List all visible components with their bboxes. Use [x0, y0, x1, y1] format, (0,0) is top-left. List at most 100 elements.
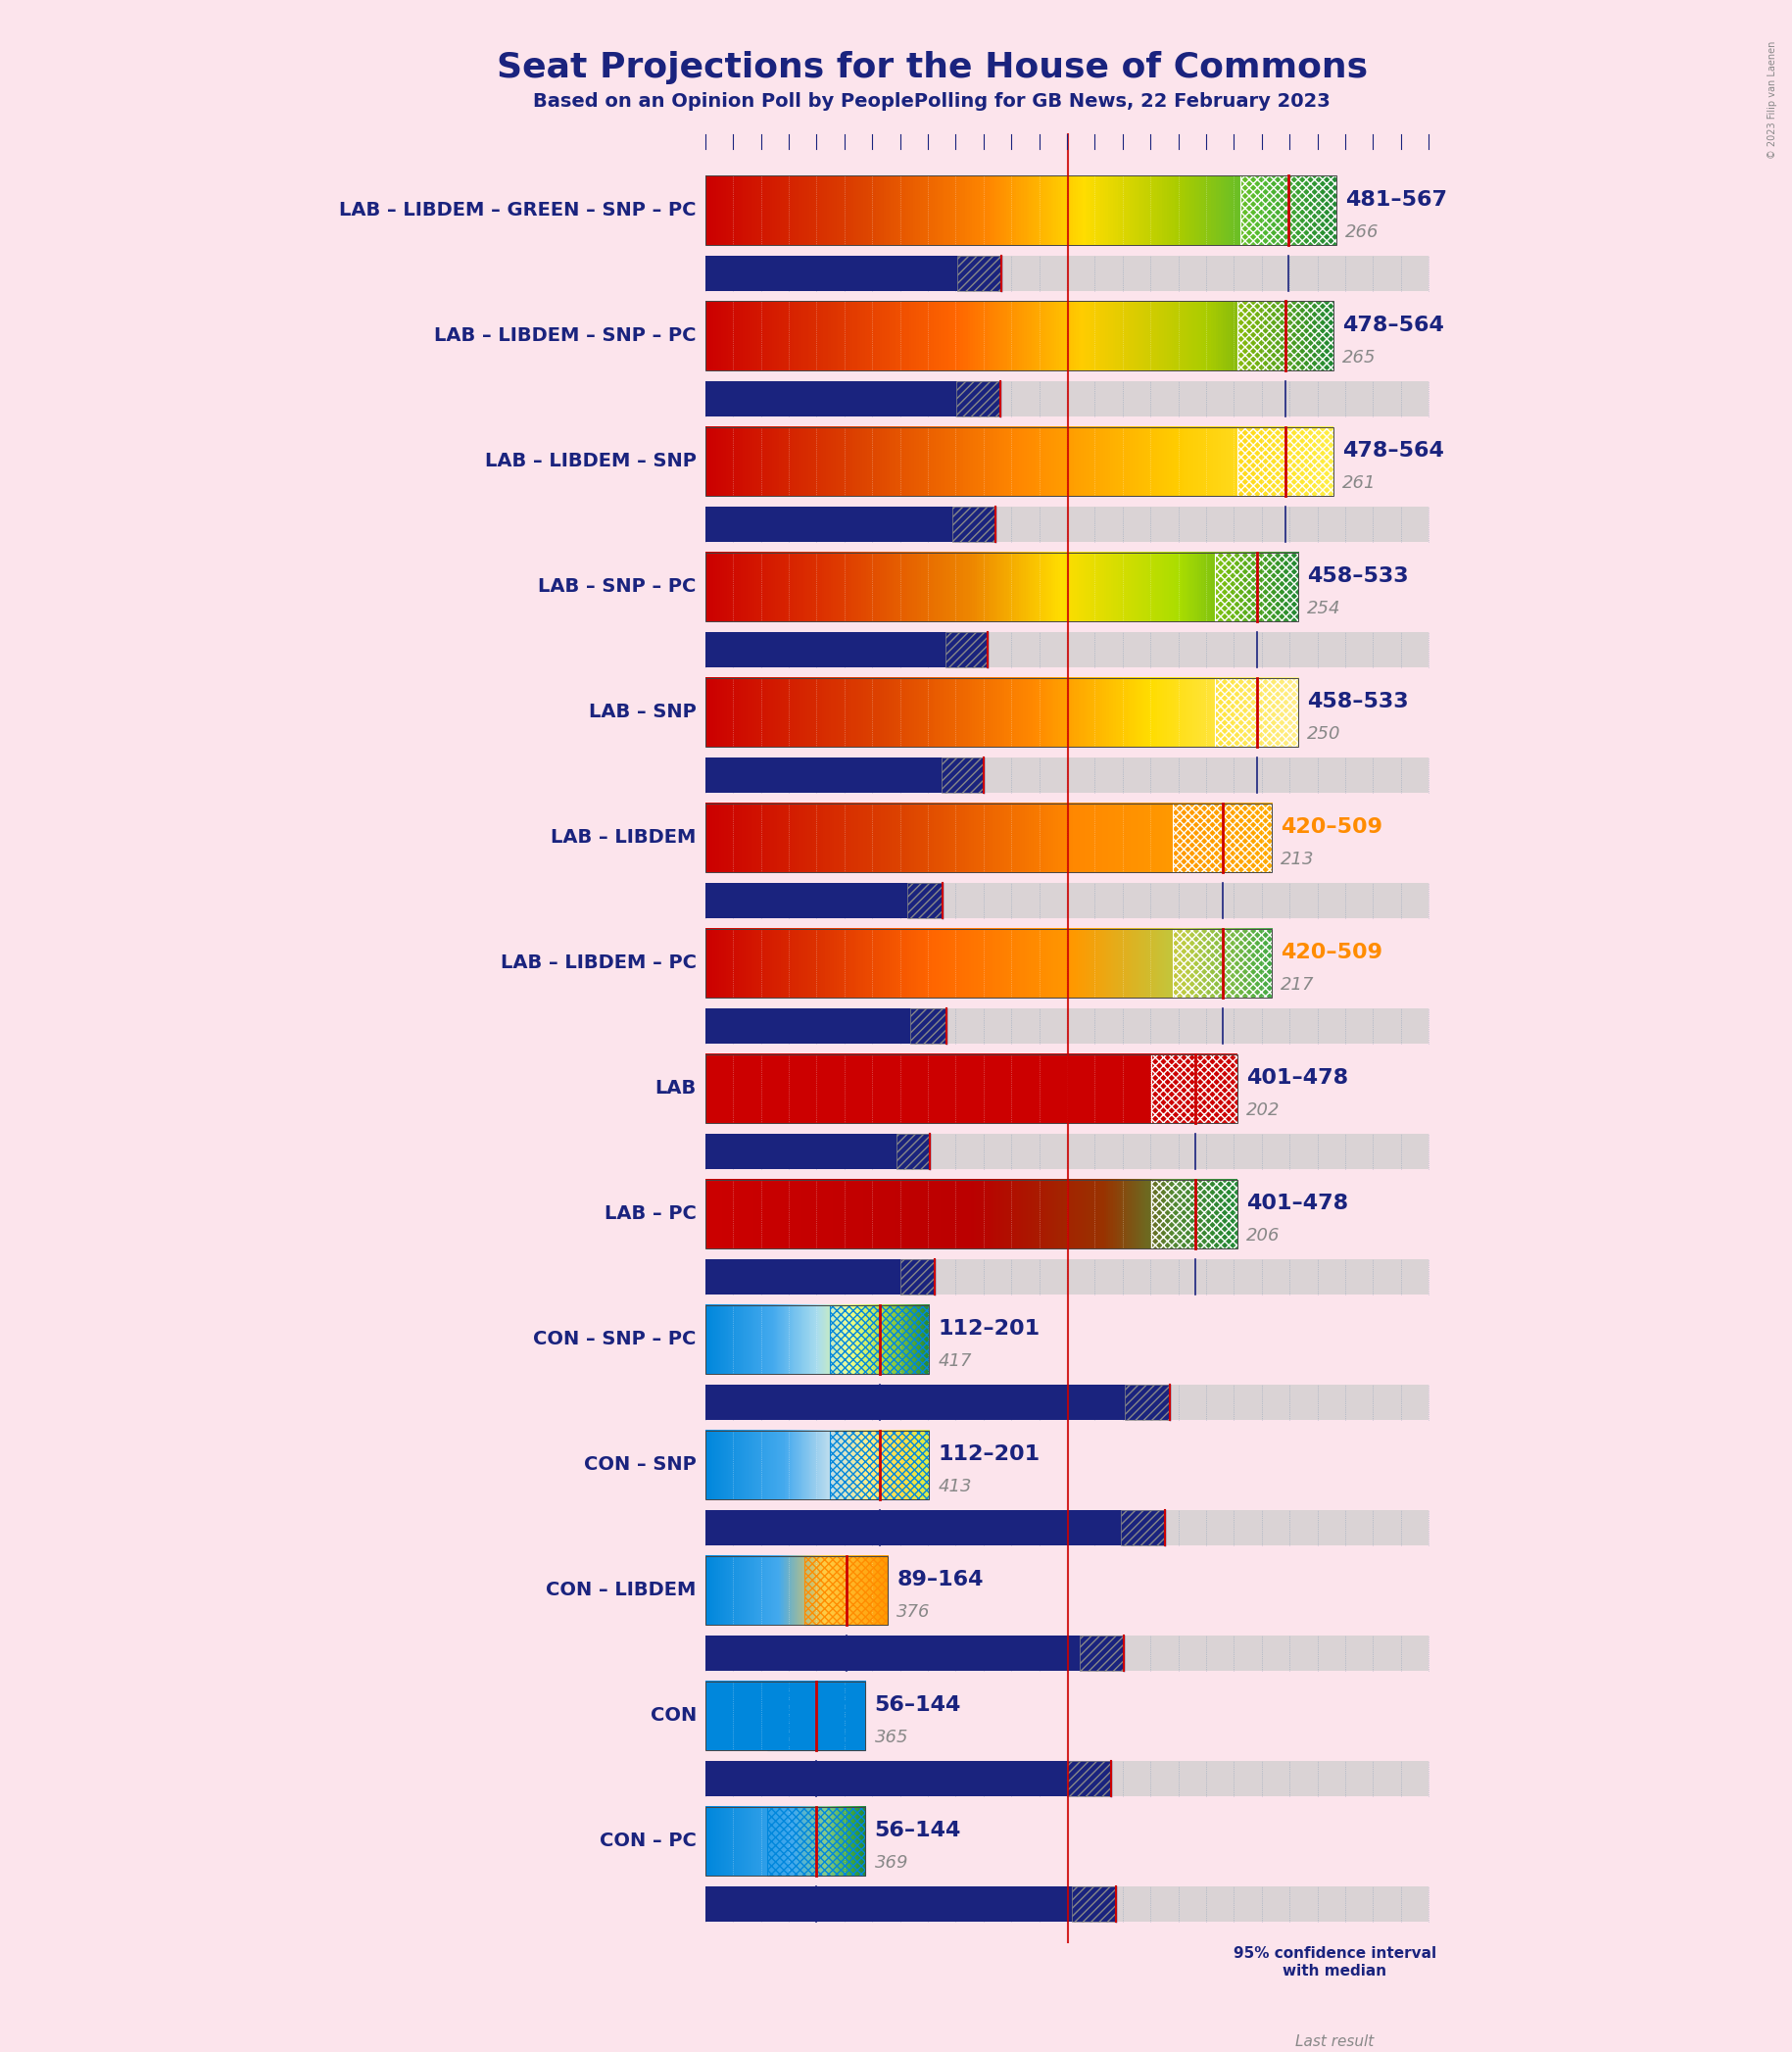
Bar: [706, 1008, 1428, 1042]
Text: 95% confidence interval
with median: 95% confidence interval with median: [1233, 1947, 1435, 1978]
Text: CON: CON: [650, 1707, 697, 1726]
Text: 112–201: 112–201: [937, 1445, 1039, 1465]
Bar: [1351, 1988, 1421, 2025]
Bar: [910, 1008, 946, 1042]
Bar: [706, 1761, 1111, 1796]
Text: LAB: LAB: [656, 1079, 697, 1098]
Text: 213: 213: [1281, 852, 1315, 868]
Bar: [706, 1761, 1428, 1796]
Bar: [1240, 176, 1337, 244]
Text: © 2023 Filip van Laenen: © 2023 Filip van Laenen: [1769, 41, 1778, 158]
Bar: [1215, 677, 1299, 747]
Bar: [907, 882, 943, 917]
Bar: [1072, 1886, 1116, 1921]
Bar: [830, 1430, 928, 1500]
Bar: [706, 802, 1272, 872]
Bar: [1152, 1055, 1236, 1122]
Text: LAB – LIBDEM – PC: LAB – LIBDEM – PC: [500, 954, 697, 973]
Bar: [706, 1055, 1236, 1122]
Bar: [946, 632, 987, 667]
Text: 56–144: 56–144: [874, 1820, 961, 1841]
Bar: [706, 757, 984, 792]
Text: CON – SNP: CON – SNP: [584, 1455, 697, 1473]
Bar: [1120, 1510, 1165, 1545]
Bar: [706, 382, 1428, 417]
Text: 369: 369: [874, 1855, 909, 1871]
Bar: [706, 1430, 928, 1500]
Text: 254: 254: [1308, 599, 1340, 618]
Bar: [706, 1385, 1428, 1420]
Bar: [1066, 1761, 1111, 1796]
Text: 89–164: 89–164: [896, 1570, 984, 1590]
Text: CON – LIBDEM: CON – LIBDEM: [547, 1580, 697, 1601]
Bar: [1236, 302, 1333, 369]
Bar: [1247, 1988, 1351, 2025]
Bar: [706, 1806, 866, 1876]
Bar: [706, 1510, 1428, 1545]
Text: 217: 217: [1281, 977, 1315, 993]
Bar: [706, 507, 1428, 542]
Text: 112–201: 112–201: [937, 1319, 1039, 1338]
Bar: [706, 1510, 1165, 1545]
Text: 420–509: 420–509: [1281, 817, 1383, 837]
Bar: [706, 1260, 935, 1295]
Text: 250: 250: [1308, 726, 1340, 743]
Bar: [706, 1008, 946, 1042]
Text: CON – PC: CON – PC: [600, 1832, 697, 1851]
Text: 376: 376: [896, 1603, 930, 1621]
Bar: [1125, 1385, 1170, 1420]
Bar: [706, 256, 1002, 291]
Bar: [706, 1305, 928, 1375]
Text: 481–567: 481–567: [1346, 191, 1448, 209]
Bar: [706, 1555, 887, 1625]
Text: LAB – PC: LAB – PC: [604, 1205, 697, 1223]
Bar: [955, 382, 1000, 417]
Text: CON – SNP – PC: CON – SNP – PC: [534, 1330, 697, 1348]
Bar: [706, 1260, 1428, 1295]
Bar: [943, 757, 984, 792]
Bar: [900, 1260, 935, 1295]
Bar: [1172, 930, 1272, 997]
Text: 266: 266: [1346, 224, 1380, 242]
Text: Seat Projections for the House of Commons: Seat Projections for the House of Common…: [496, 51, 1367, 84]
Bar: [767, 1681, 866, 1750]
Bar: [1079, 1635, 1124, 1670]
Text: 413: 413: [937, 1477, 971, 1496]
Text: 401–478: 401–478: [1245, 1069, 1348, 1088]
Bar: [896, 1133, 930, 1170]
Text: LAB – LIBDEM: LAB – LIBDEM: [552, 829, 697, 847]
Bar: [706, 1385, 1170, 1420]
Bar: [1247, 1988, 1421, 2025]
Bar: [706, 757, 1428, 792]
Bar: [706, 302, 1333, 369]
Text: 56–144: 56–144: [874, 1695, 961, 1715]
Text: 401–478: 401–478: [1245, 1194, 1348, 1213]
Text: LAB – LIBDEM – GREEN – SNP – PC: LAB – LIBDEM – GREEN – SNP – PC: [339, 201, 697, 220]
Bar: [706, 882, 1428, 917]
Bar: [706, 1635, 1124, 1670]
Bar: [706, 176, 1337, 244]
Text: LAB – LIBDEM – SNP – PC: LAB – LIBDEM – SNP – PC: [434, 326, 697, 345]
Bar: [706, 1635, 1428, 1670]
Text: 365: 365: [874, 1730, 909, 1746]
Text: 265: 265: [1342, 349, 1376, 367]
Bar: [830, 1305, 928, 1375]
Bar: [1215, 552, 1299, 622]
Text: LAB – LIBDEM – SNP: LAB – LIBDEM – SNP: [486, 451, 697, 470]
Bar: [706, 1133, 930, 1170]
Bar: [706, 427, 1333, 497]
Bar: [706, 256, 1428, 291]
Bar: [706, 1133, 1428, 1170]
Bar: [706, 882, 943, 917]
Text: 478–564: 478–564: [1342, 441, 1444, 462]
Bar: [706, 930, 1272, 997]
Bar: [952, 507, 996, 542]
Bar: [706, 1681, 866, 1750]
Bar: [706, 552, 1299, 622]
Bar: [706, 507, 996, 542]
Bar: [767, 1806, 866, 1876]
Bar: [706, 1886, 1116, 1921]
Bar: [1172, 802, 1272, 872]
Text: 261: 261: [1342, 474, 1376, 492]
Text: 458–533: 458–533: [1308, 566, 1409, 587]
